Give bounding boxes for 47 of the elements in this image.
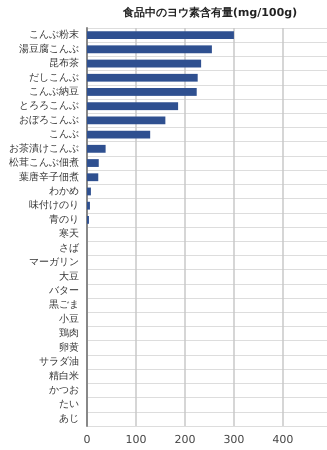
y-tick-label: 黒ごま (49, 300, 79, 311)
y-tick-label: マーガリン (29, 257, 79, 268)
y-tick-label: おぼろこんぶ (19, 114, 79, 126)
x-tick-label: 400 (272, 433, 294, 446)
y-tick-label: お茶漬けこんぶ (9, 142, 79, 154)
bar (87, 31, 234, 40)
bar (87, 116, 166, 124)
y-tick-label: 精白米 (49, 370, 79, 382)
x-tick-label: 0 (84, 433, 90, 446)
bar (87, 60, 202, 68)
y-tick-label: 大豆 (59, 270, 79, 282)
y-tick-label: こんぶ納豆 (29, 85, 79, 98)
bar (87, 45, 212, 54)
y-tick-label: たい (59, 399, 79, 410)
bar (87, 102, 178, 110)
y-tick-label: バター (48, 285, 79, 296)
y-tick-label: 卵黄 (59, 341, 79, 354)
y-tick-label: かつお (49, 384, 79, 396)
y-tick-label: 湯豆腐こんぶ (19, 42, 79, 55)
x-tick-label: 100 (125, 433, 146, 446)
bar (87, 74, 198, 82)
y-tick-label: 味付けのり (29, 199, 79, 212)
y-tick-label: だしこんぶ (29, 72, 79, 84)
y-tick-label: 昆布茶 (49, 57, 79, 70)
y-tick-label: 葉唐辛子佃煮 (19, 170, 79, 183)
x-tick-label: 300 (223, 433, 244, 446)
y-tick-label: わかめ (49, 186, 79, 197)
y-tick-label: こんぶ粉末 (29, 28, 79, 41)
chart-title: 食品中のヨウ素含有量(mg/100g) (122, 6, 298, 19)
y-tick-label: あじ (59, 413, 79, 424)
bar (87, 188, 91, 196)
bar (87, 130, 150, 139)
y-tick-label: サラダ油 (39, 356, 79, 368)
y-tick-label: 寒天 (59, 228, 79, 240)
y-tick-label: こんぶ (49, 129, 79, 140)
y-tick-label: さば (59, 242, 80, 254)
y-tick-label: とろろこんぶ (19, 100, 79, 112)
y-tick-label: 青のり (49, 213, 79, 226)
y-tick-label: 小豆 (59, 312, 79, 325)
bar (87, 144, 106, 153)
bar (87, 88, 197, 96)
bar (87, 173, 98, 182)
x-tick-label: 200 (174, 433, 196, 446)
y-tick-label: 鶏肉 (59, 327, 79, 340)
bar (87, 202, 90, 210)
y-tick-label: 松茸こんぶ佃煮 (9, 156, 79, 169)
bar (87, 159, 99, 167)
